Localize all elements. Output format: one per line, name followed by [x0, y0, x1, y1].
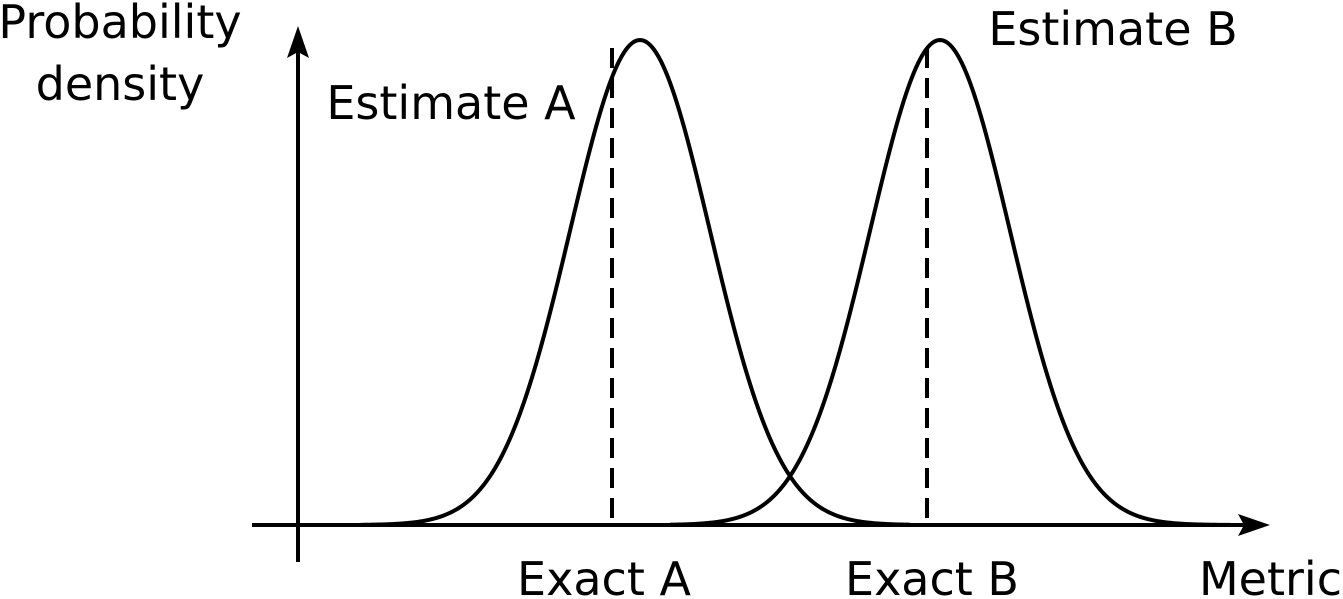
- curve-estimate-a: [359, 37, 911, 527]
- estimate-a-label: Estimate A: [326, 76, 576, 130]
- curve-estimate-b: [669, 37, 1231, 527]
- exact-b-label: Exact B: [845, 552, 1019, 599]
- y-axis-label-line2: density: [36, 57, 205, 111]
- exact-a-label: Exact A: [517, 552, 691, 599]
- estimate-b-label: Estimate B: [988, 2, 1237, 56]
- y-axis-arrowhead: [287, 26, 309, 58]
- x-axis-arrowhead: [1238, 514, 1270, 536]
- y-axis-label-line1: Probability: [0, 0, 242, 49]
- x-axis-label: Metric: [1199, 552, 1342, 599]
